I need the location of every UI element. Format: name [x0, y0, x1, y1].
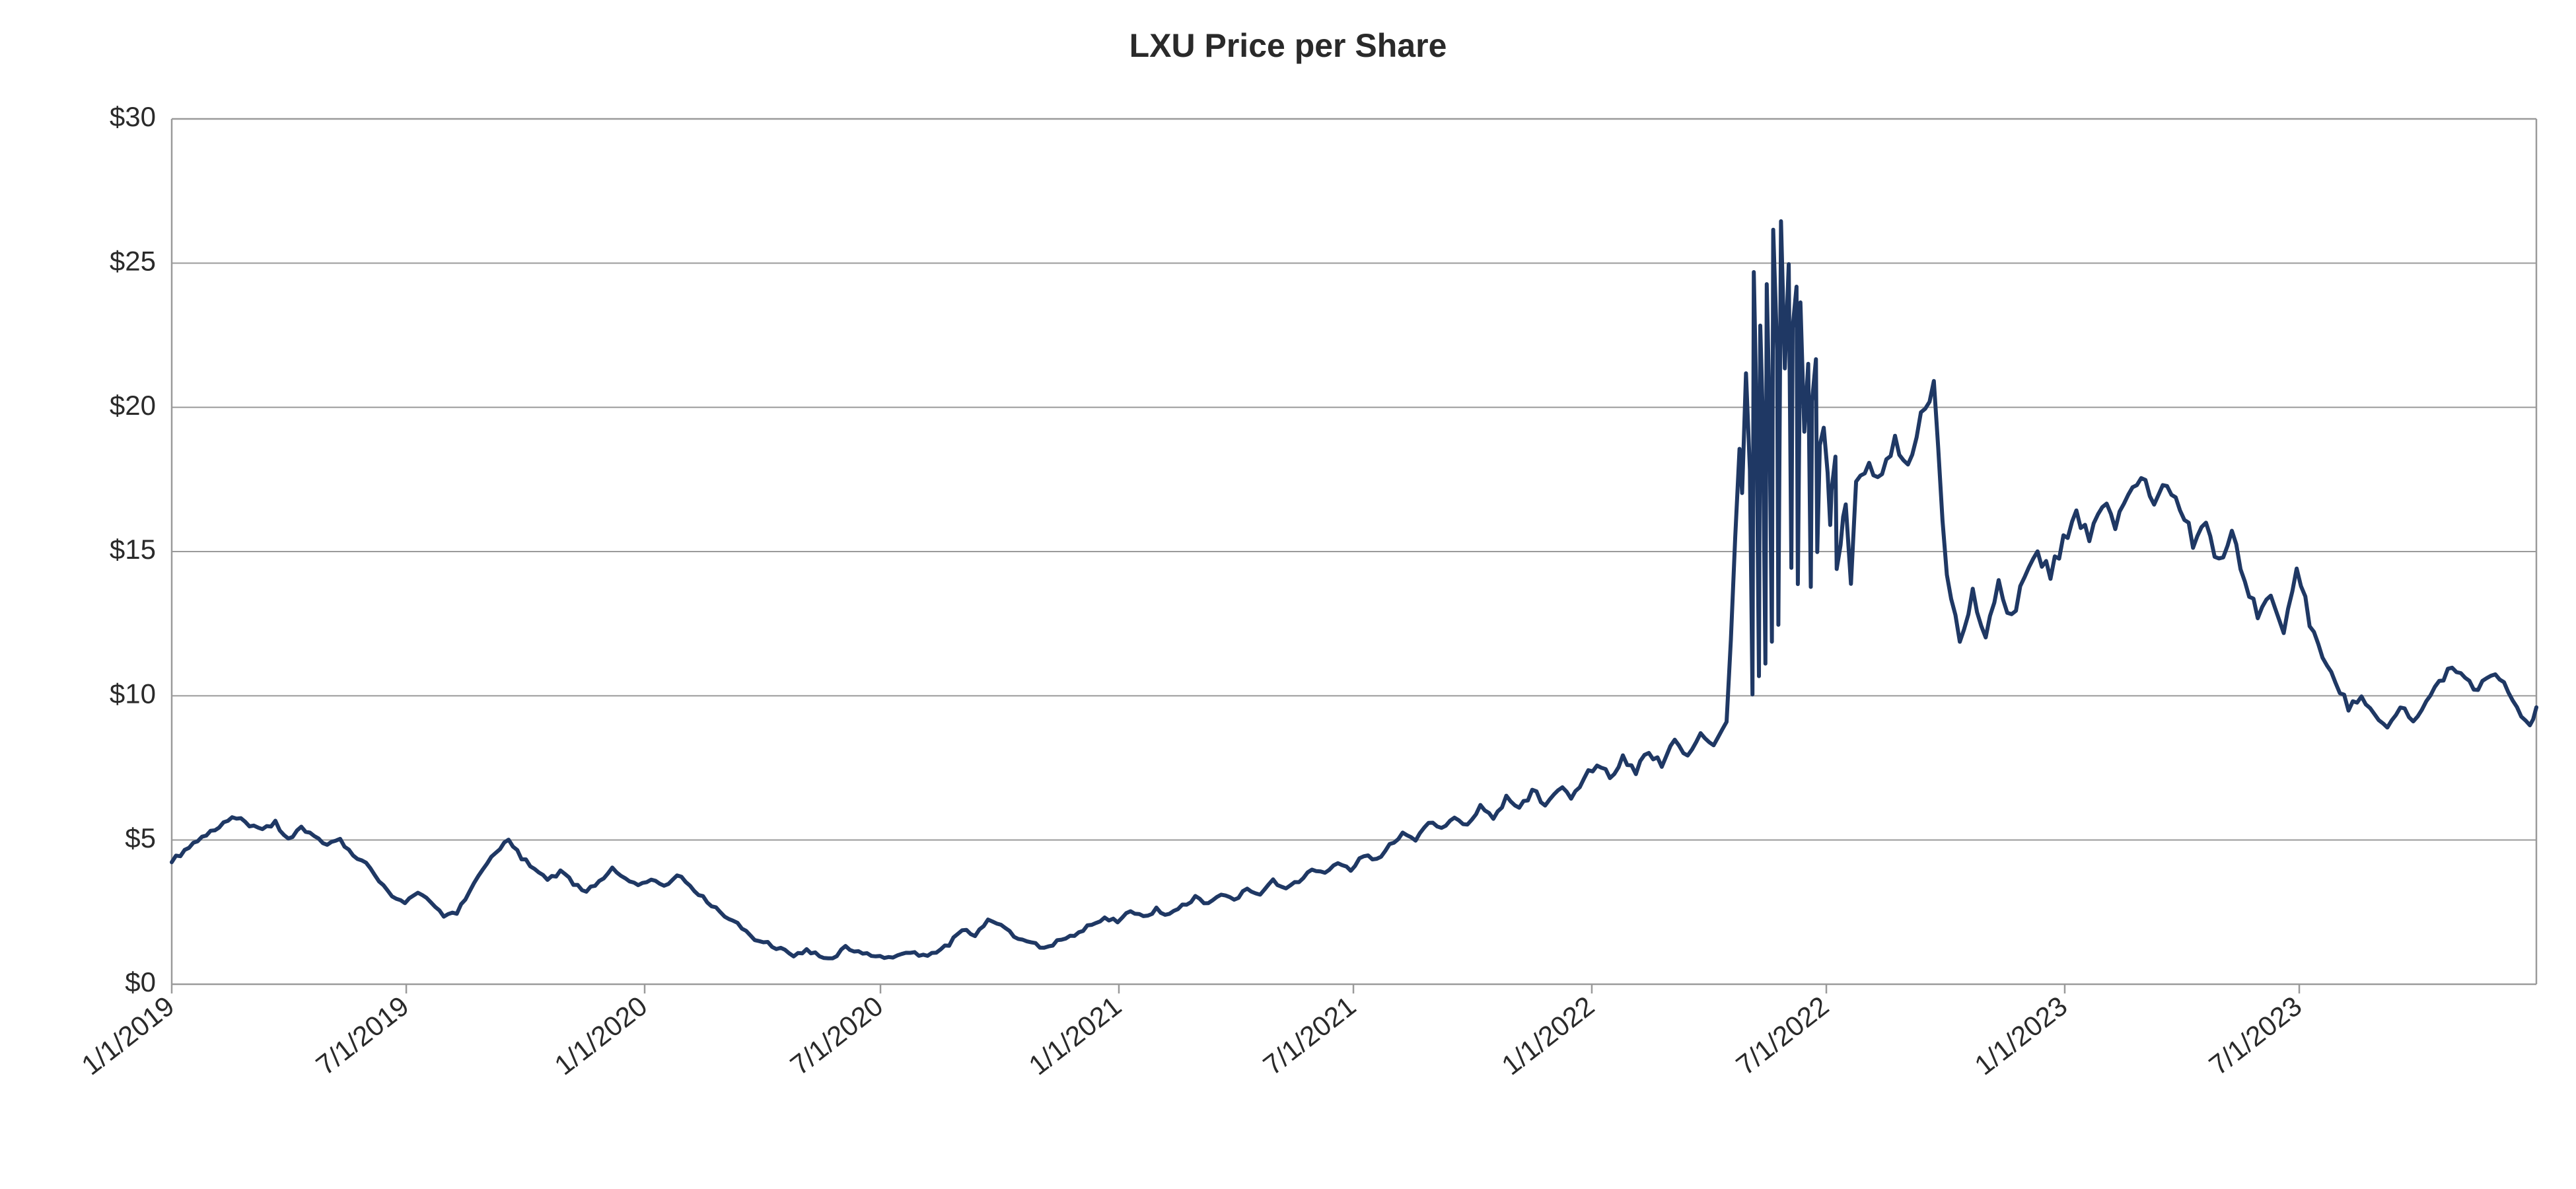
- y-tick-label: $0: [125, 966, 156, 997]
- x-tick-label-group: 1/1/2020: [549, 990, 653, 1081]
- x-tick-label: 7/1/2023: [2203, 990, 2308, 1081]
- x-tick-label-group: 1/1/2023: [1969, 990, 2073, 1081]
- x-tick-label: 1/1/2019: [76, 990, 180, 1081]
- x-tick-label: 1/1/2020: [549, 990, 653, 1081]
- x-tick-label-group: 1/1/2019: [76, 990, 180, 1081]
- chart-svg: $0 $5 $10 $15 $20 $25 $30 1/1/2019 7/1/2019 1/1/2…: [0, 0, 2576, 1189]
- x-tick-label-group: 7/1/2021: [1258, 990, 1362, 1081]
- chart-title: LXU Price per Share: [0, 26, 2576, 65]
- x-tick-label-group: 7/1/2020: [785, 990, 889, 1081]
- y-tick-label: $15: [110, 534, 156, 565]
- x-tick-label-group: 7/1/2022: [1731, 990, 1835, 1081]
- y-tick-label: $30: [110, 101, 156, 132]
- x-tick-label-group: 1/1/2021: [1023, 990, 1127, 1081]
- x-tick-label-group: 7/1/2019: [310, 990, 415, 1081]
- x-tick-label: 7/1/2019: [310, 990, 415, 1081]
- y-tick-label: $5: [125, 822, 156, 853]
- y-tick-label: $10: [110, 678, 156, 709]
- x-tick-label: 7/1/2020: [785, 990, 889, 1081]
- price-chart: LXU Price per Share $0 $5 $10 $15 $20 $25 $30 1…: [0, 0, 2576, 1189]
- x-tick-label: 1/1/2022: [1496, 990, 1600, 1081]
- price-line: [172, 221, 2536, 958]
- x-tick-label-group: 7/1/2023: [2203, 990, 2308, 1081]
- y-tick-label: $25: [110, 245, 156, 276]
- x-tick-label: 7/1/2022: [1731, 990, 1835, 1081]
- y-tick-label: $20: [110, 390, 156, 421]
- x-tick-label: 1/1/2023: [1969, 990, 2073, 1081]
- x-tick-label: 1/1/2021: [1023, 990, 1127, 1081]
- x-tick-label-group: 1/1/2022: [1496, 990, 1600, 1081]
- x-tick-label: 7/1/2021: [1258, 990, 1362, 1081]
